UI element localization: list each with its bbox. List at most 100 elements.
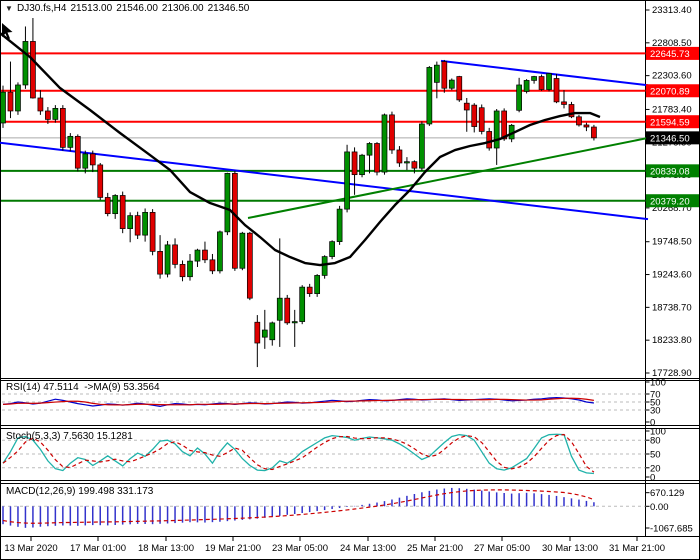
candle-bull [433,64,440,83]
date-label: 13 Mar 2020 [4,543,57,554]
candle-bull [142,212,148,236]
badge-label: 22645.73 [650,49,690,60]
symbol-name: DJ30.fs,H4 [17,3,67,14]
candle-bear [553,78,560,103]
candle-bear [202,249,208,261]
candle-bear [456,76,463,101]
resistance-price-badge [646,115,699,129]
candle-bull [359,154,365,176]
trendline-ascending-support[interactable] [247,136,649,220]
candle-bear [37,97,44,112]
indicator-tick-label: 50 [650,398,661,409]
candle-bull [15,84,21,112]
date-axis[interactable]: 13 Mar 2020 17 Mar 01:00 18 Mar 13:00 19 Ma… [4,537,665,554]
candle-bear [576,116,582,126]
price-tick-label: 23313.40 [652,5,692,16]
candle-bull [291,321,298,324]
candle-bear [157,251,163,275]
candle-bear [538,76,545,90]
candle-bear [89,153,96,166]
moving-average-line[interactable] [0,32,601,267]
macd-label: MACD(12,26,9) 199.498 331.173 [6,486,154,497]
ohlc-high: 21546.00 [116,3,158,14]
candle-bear [389,114,395,151]
price-tick-label: 21783.40 [652,104,692,115]
candle-bear [119,195,126,229]
candle-bull [366,143,373,156]
indicator-tick-label: 80 [650,436,661,447]
support-price-badge [646,164,699,178]
candle-bear [172,244,178,265]
indicator-tick-label: 0.00 [650,502,669,513]
candle-bear [478,107,485,132]
candle-bear [97,164,104,198]
candle-bear [134,215,141,236]
candle-bull [381,114,388,173]
candle-bear [351,151,358,176]
candle-bull [546,73,552,90]
candle-bear [568,104,575,118]
candle-bull [187,260,193,278]
candle-bull [224,173,231,233]
candle-bull [336,208,343,242]
candlestick-series [0,18,597,368]
candle-bull [321,256,328,276]
candle-bear [471,104,478,127]
candle-bull [112,195,119,215]
candle-bull [448,79,455,89]
indicator-tick-label: 30 [650,406,661,417]
stochastic-d-line [2,433,595,473]
candle-bear [591,126,597,139]
stochastic-label: Stoch(5,3,3) 7.5630 15.1281 [6,431,133,442]
date-label: 17 Mar 01:00 [70,543,126,554]
badge-label: 21594.59 [650,118,690,129]
candle-bear [411,161,418,169]
badge-label: 22070.89 [650,87,690,98]
candle-bear [209,259,216,272]
date-label: 19 Mar 21:00 [205,543,261,554]
candle-bear [232,173,238,269]
candle-bull [269,322,276,341]
date-label: 25 Mar 21:00 [407,543,463,554]
trendline-descending-channel-long[interactable] [0,141,649,221]
symbol-title: DJ30.fs,H4 21513.00 21546.00 21306.00 21346.… [17,3,253,14]
candle-bull [239,232,246,269]
price-tick-label: 20268.70 [652,203,692,214]
candle-bull [127,215,134,229]
candle-bull [531,76,537,81]
candle-bear [396,149,403,164]
candle-bull [299,286,306,322]
support-price-badge [646,194,699,208]
price-tick-label: 17728.90 [652,368,692,379]
ohlc-close: 21346.50 [207,3,250,14]
macd-signal-line [2,489,595,524]
trendlines [0,59,649,221]
chevron-down-icon[interactable]: ▼ [5,4,13,13]
trendline-descending-resistance[interactable] [440,59,649,87]
date-label: 30 Mar 13:00 [542,543,598,554]
price-tick-label: 18233.80 [652,335,692,346]
candle-bull [493,110,500,149]
candle-bear [246,232,253,299]
candle-bull [82,153,89,169]
candle-bull [0,91,6,124]
price-tick-label: 22808.50 [652,38,692,49]
price-tick-label: 18738.70 [652,302,692,313]
candle-bull [22,41,29,86]
indicator-tick-label: 20 [650,463,661,474]
candle-bear [74,135,81,169]
indicator-tick-label: 0 [650,418,655,429]
candle-bull [261,329,268,338]
candle-bear [45,110,51,120]
indicator-tick-label: 0 [650,473,655,484]
candle-bear [179,264,186,278]
indicator-tick-label: -1067.685 [650,524,693,535]
candle-bear [7,91,14,112]
date-label: 23 Mar 05:00 [272,543,328,554]
candle-bear [104,197,111,215]
candle-bull [52,108,59,120]
mouse-cursor-icon [2,23,13,40]
candle-bear [501,110,508,140]
